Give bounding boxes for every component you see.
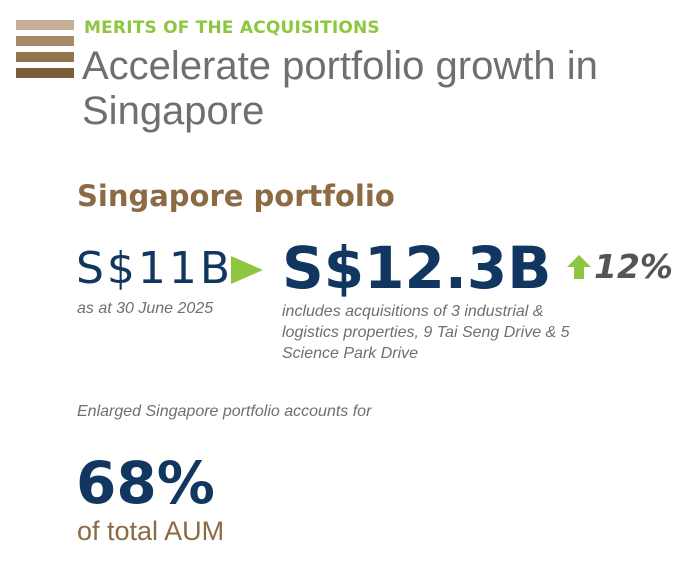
previous-portfolio-value: S$11B: [76, 243, 234, 294]
acquisitions-note: includes acquisitions of 3 industrial & …: [282, 303, 570, 362]
logo-stripe: [16, 68, 74, 78]
logo-stripes-icon: [16, 20, 74, 78]
logo-stripe: [16, 52, 74, 62]
previous-portfolio-date: as at 30 June 2025: [77, 300, 214, 317]
aum-share-value: 68%: [76, 449, 215, 517]
logo-stripe: [16, 36, 74, 46]
eyebrow-label: MERITS OF THE ACQUISITIONS: [84, 18, 380, 38]
arrow-up-icon: [567, 255, 591, 279]
aum-share-label: of total AUM: [77, 516, 225, 546]
page-title: Accelerate portfolio growth in Singapore: [82, 44, 598, 133]
logo-stripe: [16, 20, 74, 30]
play-arrow-icon: [231, 256, 263, 284]
share-intro-text: Enlarged Singapore portfolio accounts fo…: [77, 403, 372, 420]
section-heading: Singapore portfolio: [77, 179, 395, 213]
growth-percentage: 12%: [594, 247, 673, 286]
enlarged-portfolio-value: S$12.3B: [282, 234, 552, 302]
